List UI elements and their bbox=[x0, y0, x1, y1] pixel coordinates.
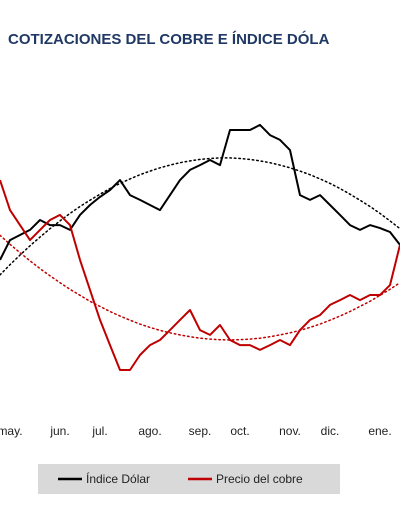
x-tick-label: oct. bbox=[230, 424, 249, 438]
legend-label: Precio del cobre bbox=[216, 472, 303, 486]
x-tick-label: jun. bbox=[49, 424, 69, 438]
x-tick-label: may. bbox=[0, 424, 23, 438]
x-tick-label: nov. bbox=[279, 424, 301, 438]
x-tick-label: jul. bbox=[91, 424, 107, 438]
trend-line bbox=[0, 157, 400, 276]
series-line bbox=[0, 179, 400, 371]
chart-title: COTIZACIONES DEL COBRE E ÍNDICE DÓLA bbox=[8, 30, 330, 48]
x-tick-label: sep. bbox=[189, 424, 212, 438]
x-tick-label: dic. bbox=[321, 424, 340, 438]
x-tick-label: ene. bbox=[368, 424, 391, 438]
legend-label: Índice Dólar bbox=[86, 471, 150, 486]
x-tick-label: ago. bbox=[138, 424, 161, 438]
legend: Índice Dólar Precio del cobre bbox=[58, 471, 303, 486]
series-line bbox=[0, 123, 400, 261]
trend-line bbox=[0, 234, 400, 341]
